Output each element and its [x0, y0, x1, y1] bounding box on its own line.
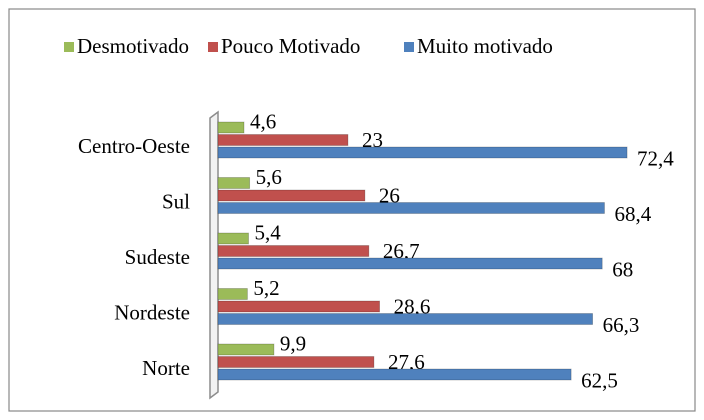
- data-label: 62,5: [581, 368, 618, 392]
- data-label: 4,6: [250, 109, 276, 133]
- legend-label: Muito motivado: [417, 34, 553, 58]
- bar: [217, 134, 349, 146]
- data-label: 68: [612, 257, 633, 281]
- bar: [217, 245, 370, 257]
- data-label: 72,4: [637, 146, 674, 170]
- bar: [217, 177, 251, 189]
- data-label: 9,9: [280, 331, 306, 355]
- legend-swatch: [404, 42, 414, 52]
- y-tick-label: Norte: [142, 356, 190, 380]
- data-label: 23: [362, 128, 383, 152]
- bar: [217, 232, 249, 245]
- bar: [217, 202, 605, 214]
- bar: [217, 146, 628, 159]
- bar: [217, 288, 248, 300]
- bar: [217, 121, 245, 134]
- bar: [217, 343, 275, 356]
- legend-label: Pouco Motivado: [221, 34, 360, 58]
- axis-wall: [209, 110, 219, 400]
- bar: [217, 300, 380, 313]
- data-label: 5,4: [255, 220, 282, 244]
- legend-swatch: [208, 42, 218, 52]
- data-label: 68,4: [614, 202, 651, 226]
- y-tick-label: Sul: [162, 189, 190, 213]
- data-label: 5,6: [256, 165, 282, 189]
- bar: [217, 313, 593, 325]
- y-tick-label: Centro-Oeste: [78, 134, 190, 158]
- bar: [217, 257, 603, 270]
- y-tick-label: Nordeste: [114, 300, 190, 324]
- legend-swatch: [64, 42, 74, 52]
- bar: [217, 368, 572, 381]
- bar: [217, 189, 366, 202]
- legend-label: Desmotivado: [77, 34, 189, 58]
- data-label: 26: [379, 183, 400, 207]
- data-label: 66,3: [603, 313, 640, 337]
- bar: [217, 356, 375, 368]
- y-tick-label: Sudeste: [125, 245, 190, 269]
- data-label: 5,2: [253, 276, 279, 300]
